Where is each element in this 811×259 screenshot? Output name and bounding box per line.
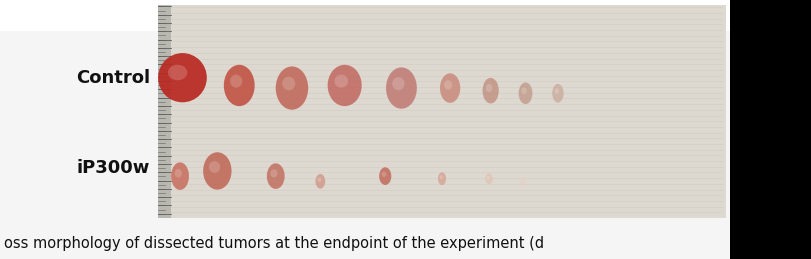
Ellipse shape (381, 171, 386, 177)
Text: oss morphology of dissected tumors at the endpoint of the experiment (d: oss morphology of dissected tumors at th… (4, 236, 544, 251)
Bar (158, 5, 171, 218)
Ellipse shape (328, 65, 362, 106)
Ellipse shape (270, 169, 277, 177)
Ellipse shape (519, 82, 533, 104)
Ellipse shape (230, 75, 242, 88)
Ellipse shape (379, 167, 391, 185)
Ellipse shape (521, 88, 527, 94)
Ellipse shape (315, 174, 325, 189)
Ellipse shape (203, 152, 232, 190)
Ellipse shape (174, 169, 182, 178)
Ellipse shape (158, 53, 207, 102)
Ellipse shape (209, 161, 221, 173)
Ellipse shape (438, 172, 446, 185)
Ellipse shape (334, 75, 348, 88)
Ellipse shape (486, 84, 492, 92)
Ellipse shape (485, 173, 492, 184)
Ellipse shape (555, 88, 559, 94)
Text: Control: Control (76, 69, 150, 87)
Bar (158, 5, 726, 218)
Ellipse shape (171, 162, 189, 190)
Ellipse shape (267, 163, 285, 189)
Ellipse shape (440, 175, 443, 179)
Ellipse shape (393, 77, 405, 90)
Ellipse shape (317, 177, 321, 182)
Ellipse shape (552, 84, 564, 103)
Ellipse shape (386, 67, 417, 109)
Ellipse shape (282, 77, 295, 90)
Ellipse shape (487, 176, 490, 179)
Bar (0, 0, 730, 31)
Ellipse shape (444, 80, 453, 90)
Ellipse shape (521, 177, 526, 185)
Ellipse shape (483, 78, 499, 103)
Ellipse shape (168, 65, 187, 80)
Ellipse shape (440, 73, 461, 103)
Ellipse shape (224, 65, 255, 106)
Ellipse shape (521, 179, 524, 182)
Text: iP300w: iP300w (77, 159, 150, 177)
Ellipse shape (276, 66, 308, 110)
